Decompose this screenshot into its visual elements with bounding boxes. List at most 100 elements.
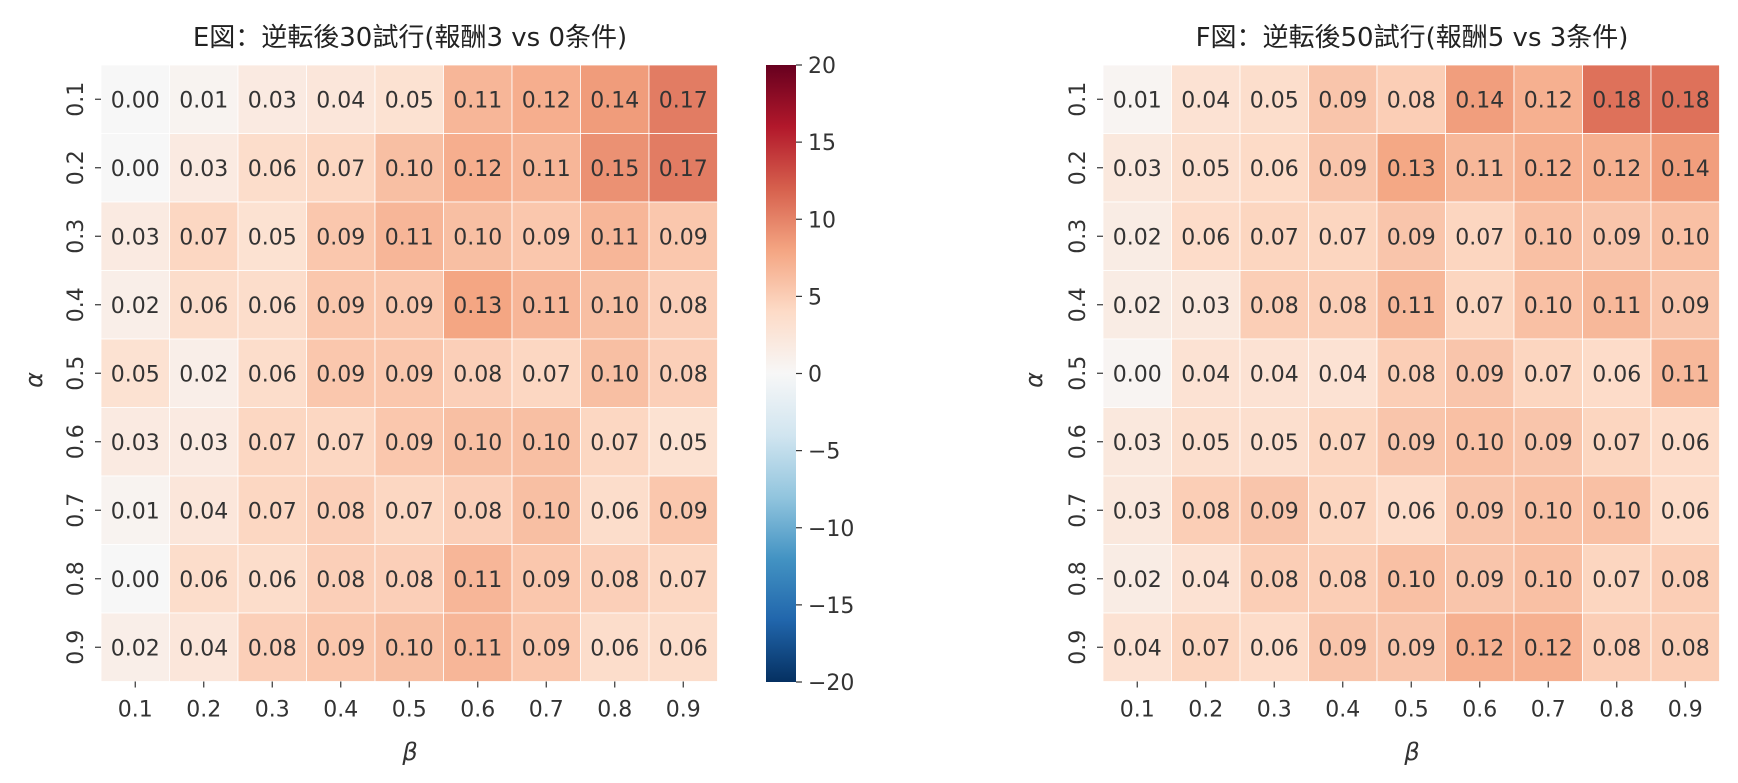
- cell-label: 0.05: [1250, 431, 1299, 456]
- cell-label: 0.06: [248, 568, 297, 593]
- colorbar-tick-label: −20: [808, 671, 854, 696]
- cell-label: 0.08: [453, 362, 502, 387]
- cell-label: 0.09: [1250, 499, 1299, 524]
- cell-label: 0.07: [1524, 362, 1573, 387]
- cell-label: 0.00: [111, 88, 160, 113]
- x-tick-label: 0.8: [597, 698, 632, 723]
- heatmap-cell: [1102, 133, 1172, 203]
- heatmap-cell: [1239, 407, 1309, 477]
- heatmap-cell: [1650, 544, 1720, 614]
- heatmap-cell: [169, 270, 239, 340]
- heatmap-cell: [374, 201, 444, 271]
- x-tick-label: 0.6: [460, 698, 495, 723]
- heatmap-cell: [648, 612, 718, 682]
- cell-label: 0.05: [248, 225, 297, 250]
- colorbar-tick-label: −15: [808, 594, 854, 619]
- x-tick-label: 0.9: [1668, 698, 1703, 723]
- colorbar-tick-label: 15: [808, 131, 836, 156]
- cell-label: 0.10: [1524, 225, 1573, 250]
- cell-label: 0.07: [1592, 568, 1641, 593]
- cell-label: 0.09: [1455, 499, 1504, 524]
- y-tick-label: 0.7: [1066, 493, 1091, 528]
- cell-label: 0.17: [659, 88, 708, 113]
- cell-label: 0.11: [590, 225, 639, 250]
- heatmap-cell: [1376, 544, 1446, 614]
- cell-label: 0.06: [248, 157, 297, 182]
- cell-label: 0.07: [316, 157, 365, 182]
- cell-label: 0.03: [1181, 294, 1230, 319]
- heatmap-cell: [1582, 544, 1652, 614]
- cell-label: 0.07: [1455, 294, 1504, 319]
- x-tick-label: 0.1: [1120, 698, 1155, 723]
- heatmap-cell: [1308, 475, 1378, 545]
- heatmap-cell: [374, 407, 444, 477]
- cell-label: 0.11: [522, 157, 571, 182]
- cell-label: 0.06: [179, 294, 228, 319]
- cell-label: 0.09: [1661, 294, 1710, 319]
- cell-label: 0.09: [522, 568, 571, 593]
- cell-label: 0.09: [316, 362, 365, 387]
- cell-label: 0.04: [1250, 362, 1299, 387]
- cell-label: 0.09: [1387, 636, 1436, 661]
- cell-label: 0.15: [590, 157, 639, 182]
- heatmap-cell: [374, 133, 444, 203]
- cell-label: 0.02: [1113, 294, 1162, 319]
- heatmap-cell: [1650, 407, 1720, 477]
- cell-label: 0.08: [316, 499, 365, 524]
- x-tick-label: 0.3: [255, 698, 290, 723]
- cell-label: 0.06: [1387, 499, 1436, 524]
- heatmap-cell: [1513, 475, 1583, 545]
- cell-label: 0.13: [453, 294, 502, 319]
- y-tick-label: 0.8: [64, 561, 89, 596]
- heatmap-cell: [1445, 407, 1515, 477]
- y-tick-label: 0.3: [64, 219, 89, 254]
- cell-label: 0.03: [1113, 157, 1162, 182]
- colorbar-gradient: [766, 65, 796, 682]
- cell-label: 0.10: [385, 636, 434, 661]
- heatmap-cell: [1376, 201, 1446, 271]
- cell-label: 0.05: [1181, 157, 1230, 182]
- cell-label: 0.10: [522, 431, 571, 456]
- cell-label: 0.06: [1661, 499, 1710, 524]
- x-tick-label: 0.2: [1188, 698, 1223, 723]
- cell-label: 0.05: [659, 431, 708, 456]
- cell-label: 0.05: [385, 88, 434, 113]
- heatmap-cell: [306, 270, 376, 340]
- y-tick-label: 0.7: [64, 493, 89, 528]
- heatmap-cell: [1650, 338, 1720, 408]
- chart-e-ylabel: α: [20, 372, 48, 388]
- heatmap-cell: [1171, 407, 1241, 477]
- heatmap-cell: [1582, 270, 1652, 340]
- cell-label: 0.09: [1318, 88, 1367, 113]
- cell-label: 0.04: [1181, 88, 1230, 113]
- heatmap-cell: [648, 133, 718, 203]
- heatmap-cell: [1376, 133, 1446, 203]
- cell-label: 0.08: [1661, 568, 1710, 593]
- heatmap-cell: [1308, 544, 1378, 614]
- heatmap-cell: [1582, 475, 1652, 545]
- heatmap-cell: [306, 544, 376, 614]
- cell-label: 0.08: [1181, 499, 1230, 524]
- chart-e-xlabel: β: [401, 738, 417, 766]
- cell-label: 0.02: [1113, 225, 1162, 250]
- cell-label: 0.07: [1318, 225, 1367, 250]
- y-tick-label: 0.3: [1066, 219, 1091, 254]
- heatmap-cell: [511, 338, 581, 408]
- heatmap-cell: [443, 338, 513, 408]
- cell-label: 0.18: [1661, 88, 1710, 113]
- chart-f-xlabel: β: [1403, 738, 1419, 766]
- cell-label: 0.10: [1524, 568, 1573, 593]
- cell-label: 0.03: [248, 88, 297, 113]
- y-tick-label: 0.1: [64, 82, 89, 117]
- heatmap-cell: [1650, 475, 1720, 545]
- cell-label: 0.03: [111, 431, 160, 456]
- heatmap-cell: [237, 64, 307, 134]
- cell-label: 0.08: [1387, 88, 1436, 113]
- heatmap-cell: [1171, 475, 1241, 545]
- heatmap-cell: [100, 338, 170, 408]
- cell-label: 0.04: [316, 88, 365, 113]
- heatmap-cell: [648, 338, 718, 408]
- heatmap-cell: [1445, 201, 1515, 271]
- heatmap-cell: [1445, 338, 1515, 408]
